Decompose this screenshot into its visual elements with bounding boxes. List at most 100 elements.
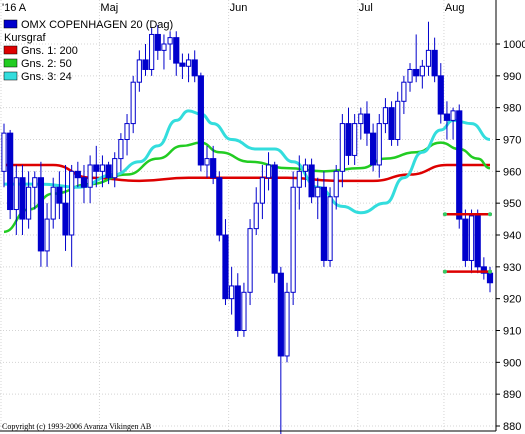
candle-body-down-56: [345, 123, 352, 156]
y-tick-label-970: 970: [503, 135, 521, 147]
candle-55: [339, 114, 345, 188]
candle-body-up-51: [315, 186, 321, 198]
candle-body-up-19: [118, 139, 124, 160]
candle-1: [7, 129, 14, 220]
candle-47: [290, 171, 296, 306]
candle-body-down-10: [62, 202, 69, 236]
candle-31: [191, 50, 198, 83]
legend-swatch-3: [3, 58, 18, 68]
candle-body-down-71: [437, 75, 444, 115]
x-tick-label-4: Aug: [445, 2, 465, 14]
candle-body-down-31: [191, 59, 198, 77]
y-tick-label-990: 990: [503, 71, 521, 83]
candle-38: [234, 273, 241, 337]
candle-body-up-66: [407, 68, 413, 83]
candle-70: [431, 37, 438, 83]
candle-5: [32, 171, 38, 210]
candle-body-up-47: [290, 186, 296, 293]
candle-body-up-21: [130, 81, 136, 125]
candle-56: [345, 107, 352, 165]
candle-54: [333, 164, 339, 210]
candle-body-up-11: [69, 170, 75, 236]
candle-body-down-79: [486, 272, 494, 284]
copyright-text: Copyright (c) 1993-2006 Avanza Vikingen …: [2, 422, 151, 431]
legend-label-4: Gns. 3: 24: [21, 71, 72, 83]
candle-52: [320, 171, 327, 267]
x-tick-label-3: Jul: [359, 2, 373, 14]
candle-69: [425, 21, 432, 76]
candle-46: [284, 282, 290, 363]
candle-body-down-67: [413, 68, 420, 77]
candle-body-up-40: [247, 228, 253, 293]
candle-body-down-77: [474, 215, 481, 268]
legend-swatch-2: [3, 45, 18, 55]
candle-body-up-22: [136, 59, 142, 83]
candle-23: [142, 44, 149, 76]
candle-body-down-17: [105, 164, 112, 179]
x-tick-label-1: Maj: [100, 2, 118, 14]
legend-swatch-0: [3, 19, 18, 29]
candle-63: [388, 101, 395, 146]
candle-65: [401, 75, 407, 115]
candle-body-up-76: [468, 215, 475, 261]
candle-33: [204, 145, 210, 178]
candle-body-up-5: [32, 177, 38, 188]
candle-16: [99, 155, 106, 188]
candle-body-down-60: [370, 132, 377, 166]
legend-label-0: OMX COPENHAGEN 20 (Dag): [21, 19, 173, 31]
candle-body-down-38: [234, 285, 241, 331]
y-tick-label-920: 920: [503, 294, 521, 306]
candle-57: [352, 114, 358, 165]
candle-body-down-34: [210, 158, 217, 179]
candle-29: [179, 53, 186, 80]
candle-20: [124, 114, 130, 156]
candle-68: [419, 59, 425, 89]
candle-40: [247, 219, 253, 306]
candle-body-down-3: [19, 177, 26, 220]
candle-body-down-50: [308, 164, 315, 198]
support-lines: [442, 212, 492, 274]
candle-body-down-29: [179, 62, 186, 67]
y-tick-label-900: 900: [503, 357, 521, 369]
candle-75: [462, 209, 469, 267]
candle-41: [253, 187, 259, 235]
support-line-start-dot-0: [442, 212, 447, 217]
candle-body-up-4: [26, 186, 32, 220]
y-tick-label-950: 950: [503, 198, 521, 210]
candle-67: [413, 34, 420, 83]
candle-60: [370, 123, 377, 172]
candle-39: [241, 282, 247, 337]
legend-swatch-4: [3, 71, 18, 81]
candle-body-up-14: [87, 164, 93, 188]
candle-37: [229, 266, 235, 315]
candle-36: [222, 219, 229, 306]
candle-body-down-59: [363, 113, 371, 134]
candle-body-down-32: [197, 75, 204, 166]
candle-body-down-15: [93, 164, 100, 172]
candle-body-down-63: [388, 107, 395, 140]
y-axis-labels: 880 890 900 910 920 930 940 950 960 970 980 990 1000: [496, 39, 525, 433]
legend-label-2: Gns. 1: 200: [21, 45, 78, 57]
candle-body-up-37: [229, 285, 235, 300]
candle-body-up-41: [253, 202, 259, 230]
candle-body-down-25: [154, 33, 161, 51]
candle-26: [161, 34, 167, 70]
candle-body-down-12: [74, 170, 81, 179]
legend-label-3: Gns. 2: 50: [21, 58, 72, 70]
y-tick-label-910: 910: [503, 326, 521, 338]
candle-body-down-9: [56, 186, 63, 204]
candle-body-up-42: [259, 177, 265, 204]
candle-44: [271, 161, 278, 283]
candle-body-up-24: [149, 33, 155, 70]
support-line-end-dot-1: [488, 269, 492, 274]
candle-body-up-0: [1, 132, 7, 172]
candle-43: [265, 152, 272, 191]
candle-77: [474, 209, 481, 274]
candle-0: [1, 123, 7, 188]
legend-label-1: Kursgraf: [4, 32, 47, 44]
candle-71: [437, 63, 444, 124]
candle-24: [149, 28, 155, 76]
candle-49: [302, 158, 309, 188]
